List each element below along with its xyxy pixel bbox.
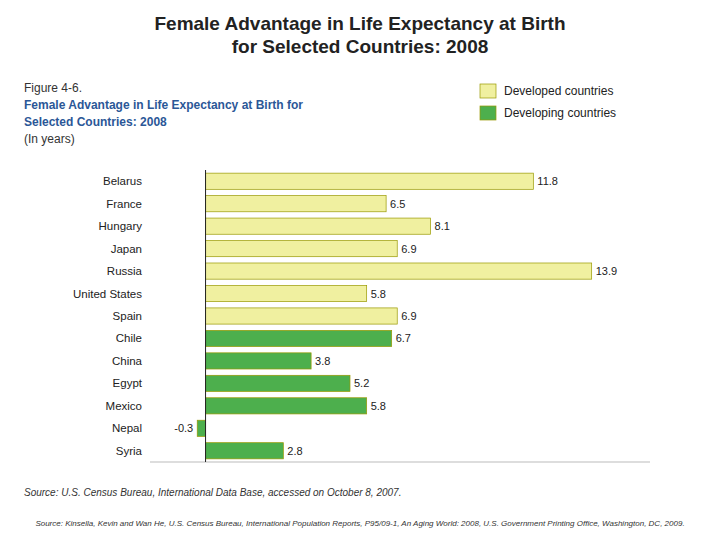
bar [206, 353, 312, 369]
subtitle: Figure 4-6. [24, 81, 82, 95]
bar [206, 173, 534, 189]
data-label: 6.7 [396, 332, 411, 344]
bar [206, 308, 398, 324]
data-label: 3.8 [315, 355, 330, 367]
data-label: -0.3 [174, 422, 193, 434]
category-label: Nepal [112, 422, 142, 434]
zero-line [205, 170, 206, 462]
category-label: France [106, 198, 142, 210]
data-label: 2.8 [287, 445, 302, 457]
legend-label: Developed countries [504, 84, 613, 98]
category-label: Chile [116, 332, 142, 344]
bar [206, 375, 350, 391]
category-label: United States [73, 288, 142, 300]
data-label: 5.8 [371, 288, 386, 300]
category-label: Japan [111, 243, 142, 255]
data-label: 13.9 [596, 265, 617, 277]
data-label: 5.2 [354, 377, 369, 389]
subtitle: Selected Countries: 2008 [24, 115, 167, 129]
category-label: Syria [116, 445, 143, 457]
category-label: Egypt [113, 377, 143, 389]
title-line: Female Advantage in Life Expectancy at B… [154, 13, 565, 34]
category-label: Hungary [99, 220, 143, 232]
bar [206, 241, 398, 257]
bar [206, 285, 367, 301]
title-line: for Selected Countries: 2008 [232, 36, 489, 57]
legend-swatch [480, 84, 496, 98]
category-label: Mexico [106, 400, 142, 412]
range-line [150, 462, 650, 463]
data-label: 8.1 [435, 220, 450, 232]
data-labels: 11.86.58.16.913.95.86.96.73.85.25.8-0.32… [174, 175, 617, 457]
category-label: China [112, 355, 143, 367]
category-label: Russia [107, 265, 143, 277]
category-label: Belarus [103, 175, 142, 187]
data-label: 6.5 [390, 198, 405, 210]
source-note: Source: U.S. Census Bureau, Internationa… [24, 487, 401, 498]
bar [206, 263, 592, 279]
legend: Developed countries Developing countries [480, 84, 616, 120]
legend-swatch [480, 106, 496, 120]
bar [197, 420, 205, 436]
legend-label: Developing countries [504, 106, 616, 120]
chart: Female Advantage in Life Expectancy at B… [0, 0, 720, 540]
data-label: 11.8 [537, 175, 558, 187]
category-label: Spain [113, 310, 142, 322]
data-label: 5.8 [371, 400, 386, 412]
bars [197, 173, 591, 459]
bar [206, 196, 387, 212]
subtitle: Female Advantage in Life Expectancy at B… [24, 98, 303, 112]
title: Female Advantage in Life Expectancy at B… [154, 13, 565, 57]
data-label: 6.9 [401, 243, 416, 255]
bar [206, 398, 367, 414]
bar [206, 330, 392, 346]
subtitle: (In years) [24, 132, 75, 146]
source-note: Source: Kinsella, Kevin and Wan He, U.S.… [35, 519, 684, 528]
bar [206, 443, 284, 459]
bar [206, 218, 431, 234]
data-label: 6.9 [401, 310, 416, 322]
